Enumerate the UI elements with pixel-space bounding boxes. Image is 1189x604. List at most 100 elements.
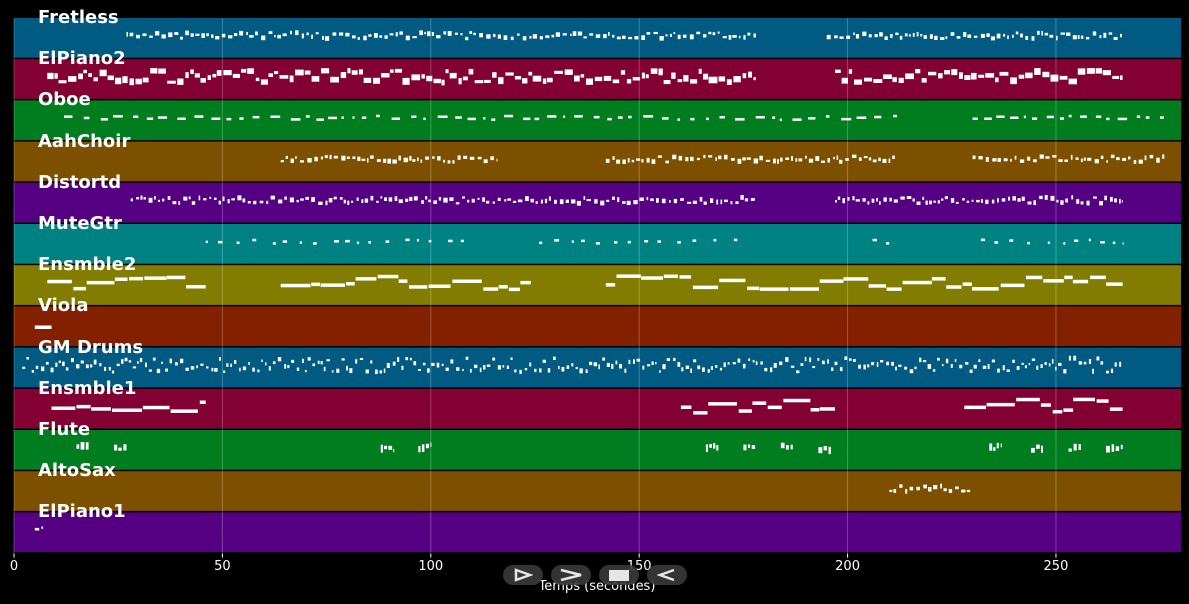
note-mark bbox=[902, 280, 932, 285]
note-mark bbox=[834, 35, 838, 39]
note-mark bbox=[934, 35, 938, 40]
note-mark bbox=[647, 364, 651, 367]
note-mark bbox=[441, 79, 445, 86]
note-mark bbox=[586, 78, 593, 85]
note-mark bbox=[682, 34, 687, 38]
note-mark bbox=[966, 489, 971, 493]
note-mark bbox=[1018, 74, 1025, 79]
note-mark bbox=[126, 31, 128, 37]
note-mark bbox=[356, 197, 359, 201]
note-mark bbox=[174, 32, 179, 35]
note-mark bbox=[1149, 154, 1154, 159]
note-mark bbox=[895, 32, 899, 36]
note-mark bbox=[311, 34, 313, 39]
note-mark bbox=[376, 200, 379, 203]
note-mark bbox=[786, 445, 789, 450]
note-mark bbox=[209, 196, 212, 199]
note-mark bbox=[311, 197, 315, 202]
note-mark bbox=[871, 362, 875, 366]
lane-altosax bbox=[14, 471, 1181, 511]
note-mark bbox=[355, 359, 358, 364]
note-mark bbox=[186, 285, 206, 289]
note-mark bbox=[185, 72, 189, 79]
note-mark bbox=[1138, 159, 1143, 164]
note-mark bbox=[479, 367, 482, 373]
note-mark bbox=[733, 76, 741, 83]
track-label: AltoSax bbox=[38, 460, 116, 482]
note-mark bbox=[317, 360, 320, 364]
note-mark bbox=[129, 32, 134, 37]
note-mark bbox=[940, 37, 945, 40]
note-mark bbox=[324, 155, 328, 159]
note-mark bbox=[719, 116, 725, 119]
back-button[interactable] bbox=[647, 565, 687, 585]
note-mark bbox=[1012, 34, 1014, 38]
note-mark bbox=[405, 238, 410, 242]
note-mark bbox=[402, 77, 410, 85]
note-mark bbox=[456, 367, 460, 371]
note-mark bbox=[985, 199, 989, 205]
note-mark bbox=[492, 72, 497, 78]
note-mark bbox=[1012, 196, 1016, 201]
lane-ensmble2 bbox=[14, 265, 1181, 305]
note-mark bbox=[252, 367, 255, 372]
note-mark bbox=[848, 69, 853, 74]
note-mark bbox=[325, 36, 330, 41]
note-mark bbox=[1077, 68, 1086, 75]
note-mark bbox=[1106, 282, 1123, 286]
note-mark bbox=[433, 78, 441, 84]
note-mark bbox=[213, 197, 217, 200]
note-mark bbox=[93, 359, 97, 365]
note-mark bbox=[773, 158, 776, 164]
stop-button[interactable] bbox=[599, 565, 639, 585]
note-mark bbox=[964, 405, 986, 410]
note-mark bbox=[1014, 155, 1017, 160]
note-mark bbox=[457, 155, 461, 160]
note-mark bbox=[707, 369, 710, 373]
note-mark bbox=[149, 35, 153, 38]
forward-button[interactable] bbox=[551, 565, 591, 585]
note-mark bbox=[100, 118, 108, 121]
note-mark bbox=[950, 32, 955, 36]
note-mark bbox=[248, 362, 250, 365]
note-mark bbox=[724, 154, 728, 160]
note-mark bbox=[178, 201, 181, 205]
note-mark bbox=[165, 368, 168, 372]
note-mark bbox=[1056, 35, 1058, 41]
note-mark bbox=[381, 73, 390, 78]
note-mark bbox=[959, 72, 963, 79]
note-mark bbox=[900, 196, 905, 200]
note-mark bbox=[1110, 368, 1114, 373]
note-mark bbox=[41, 526, 44, 529]
note-mark bbox=[370, 155, 374, 159]
note-mark bbox=[239, 117, 244, 120]
note-mark bbox=[427, 368, 430, 373]
note-mark bbox=[643, 115, 654, 118]
note-mark bbox=[190, 366, 195, 370]
note-mark bbox=[416, 239, 419, 242]
note-mark bbox=[572, 31, 577, 36]
note-mark bbox=[748, 358, 751, 361]
note-mark bbox=[374, 33, 378, 38]
note-mark bbox=[616, 274, 641, 278]
note-mark bbox=[524, 368, 528, 371]
track-label: Oboe bbox=[38, 89, 91, 111]
note-mark bbox=[663, 274, 678, 278]
note-mark bbox=[349, 368, 353, 374]
note-mark bbox=[483, 287, 499, 291]
note-mark bbox=[889, 197, 892, 202]
note-mark bbox=[492, 357, 496, 361]
note-mark bbox=[735, 201, 739, 205]
note-mark bbox=[770, 367, 773, 373]
note-mark bbox=[982, 365, 987, 369]
note-mark bbox=[385, 240, 390, 243]
note-mark bbox=[1068, 78, 1077, 85]
play-button[interactable] bbox=[503, 565, 543, 585]
note-mark bbox=[167, 80, 176, 84]
note-mark bbox=[107, 75, 114, 81]
note-mark bbox=[1066, 32, 1071, 36]
note-mark bbox=[470, 368, 472, 373]
note-mark bbox=[1109, 407, 1123, 411]
note-mark bbox=[307, 158, 312, 163]
note-mark bbox=[962, 198, 965, 201]
